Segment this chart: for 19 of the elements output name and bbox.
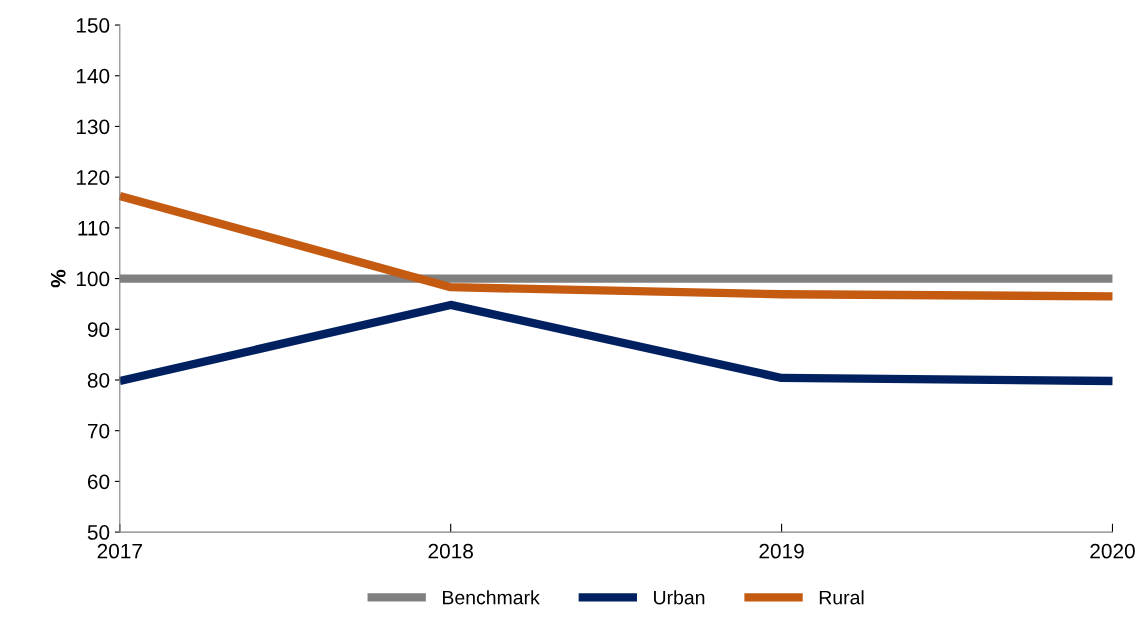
- y-tick-label: 80: [87, 372, 110, 388]
- y-tick-label: 120: [76, 170, 110, 185]
- y-tick-label: 150: [76, 18, 110, 33]
- y-tick-label: 50: [87, 525, 110, 540]
- y-tick-label: 70: [87, 423, 110, 439]
- x-tick-label: 2019: [759, 543, 804, 559]
- legend-label: Rural: [819, 590, 864, 605]
- x-tick-label: 2017: [97, 543, 142, 559]
- y-tick-label: 110: [78, 220, 110, 236]
- x-tick-label: 2018: [428, 543, 473, 559]
- x-tick-label: 2020: [1090, 543, 1135, 559]
- y-tick-label: 60: [87, 474, 110, 490]
- y-axis-title: %: [50, 269, 66, 288]
- y-tick-label: 100: [76, 271, 110, 287]
- legend-label: Urban: [654, 590, 705, 605]
- y-tick-label: 140: [76, 68, 110, 84]
- legend-label: Benchmark: [443, 590, 540, 605]
- y-tick-label: 130: [76, 119, 110, 135]
- y-tick-label: 90: [87, 322, 110, 338]
